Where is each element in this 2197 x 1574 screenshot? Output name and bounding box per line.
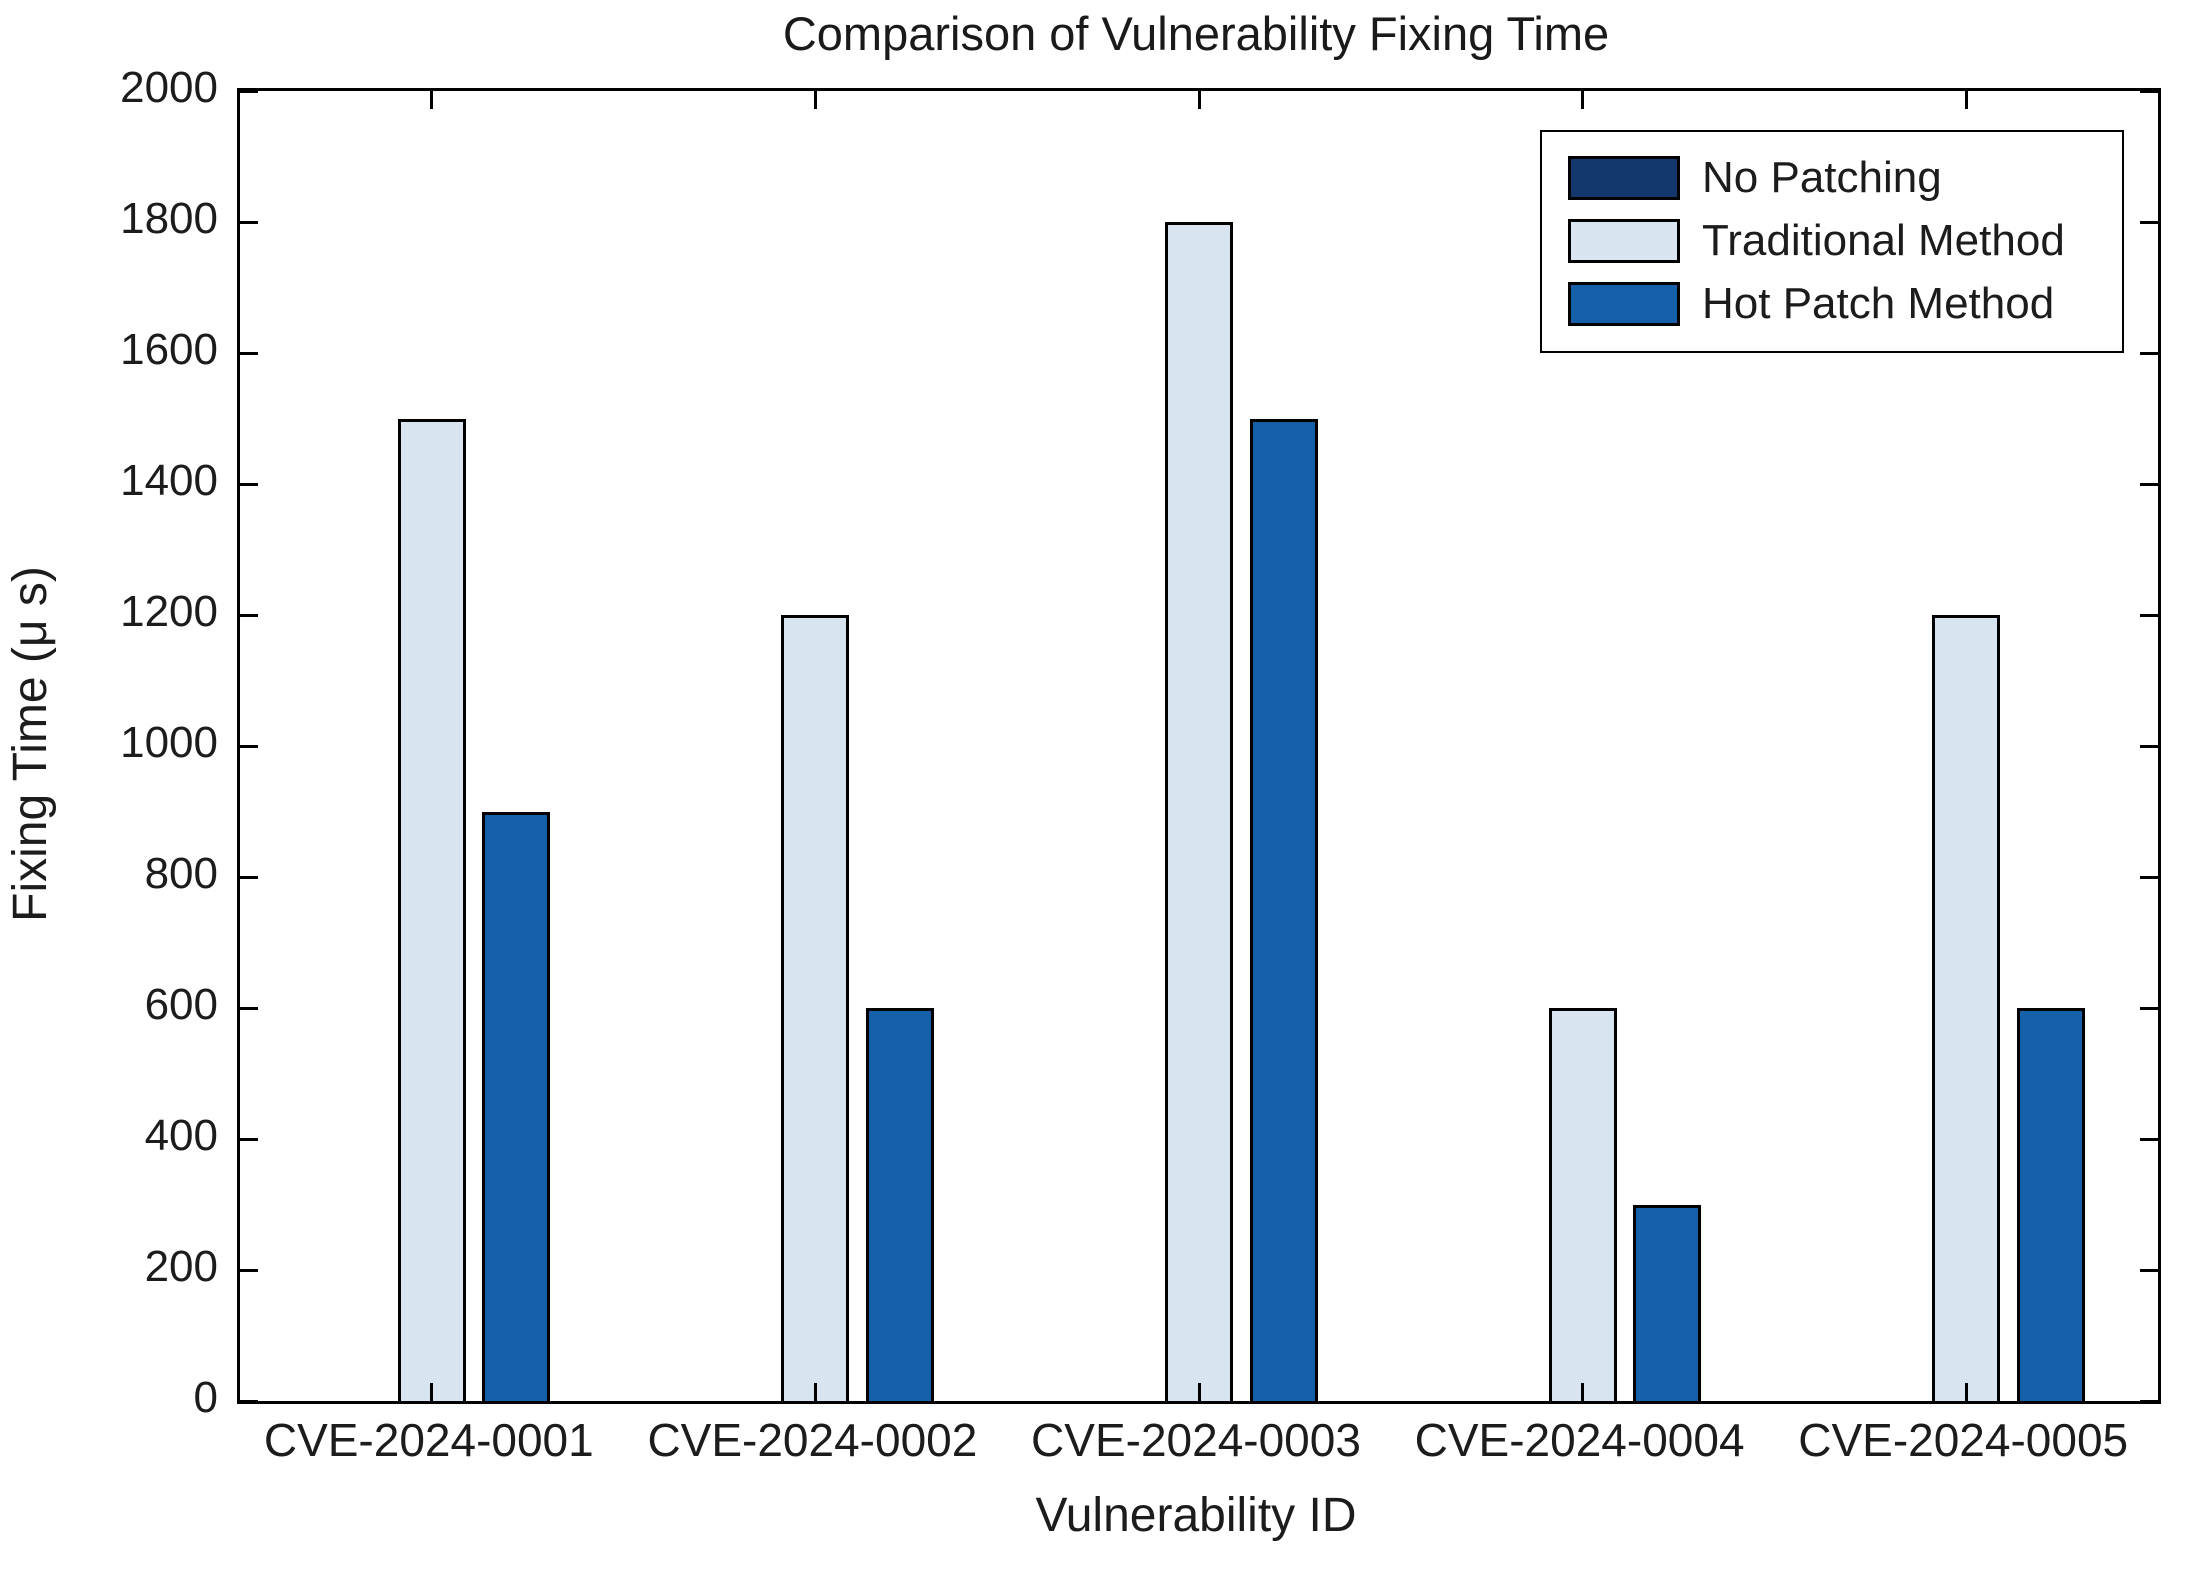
y-tick-label: 1000 (120, 718, 218, 767)
y-tick-label: 400 (144, 1111, 218, 1160)
x-tick-label: CVE-2024-0002 (647, 1414, 978, 1466)
legend-swatch-no-patching (1568, 155, 1680, 200)
y-tick-label: 1400 (120, 456, 218, 505)
y-tick-mark-right (2140, 482, 2158, 486)
bar-hot-patch-method-CVE-2024-0003 (1249, 418, 1318, 1401)
bar-hot-patch-method-CVE-2024-0001 (482, 811, 551, 1401)
y-axis-label: Fixing Time (μ s) (4, 566, 57, 922)
y-tick-mark-right (2140, 1399, 2158, 1403)
x-tick-label: CVE-2024-0004 (1414, 1414, 1745, 1466)
y-tick-label: 2000 (120, 63, 218, 112)
x-axis-label: Vulnerability ID (1035, 1489, 1357, 1542)
x-tick-mark-bottom (813, 1383, 817, 1401)
x-tick-mark-bottom (430, 1383, 434, 1401)
y-tick-label: 200 (144, 1242, 218, 1291)
y-tick-mark-left (240, 1006, 258, 1010)
y-tick-mark-left (240, 1399, 258, 1403)
x-tick-label: CVE-2024-0005 (1798, 1414, 2129, 1466)
y-tick-mark-right (2140, 613, 2158, 617)
bar-traditional-method-CVE-2024-0002 (781, 615, 850, 1401)
legend-label-traditional-method: Traditional Method (1702, 215, 2065, 265)
y-tick-mark-right (2140, 875, 2158, 879)
y-tick-mark-left (240, 1137, 258, 1141)
y-tick-mark-left (240, 482, 258, 486)
y-tick-label: 1200 (120, 587, 218, 636)
y-tick-mark-right (2140, 1137, 2158, 1141)
y-tick-mark-left (240, 744, 258, 748)
y-tick-mark-right (2140, 351, 2158, 355)
legend-item-hot-patch-method: Hot Patch Method (1542, 272, 2122, 335)
bar-traditional-method-CVE-2024-0003 (1165, 222, 1233, 1401)
bar-hot-patch-method-CVE-2024-0005 (2016, 1008, 2085, 1401)
x-tick-mark-bottom (1197, 1383, 1201, 1401)
legend: No Patching Traditional Method Hot Patch M… (1540, 130, 2124, 353)
y-tick-mark-right (2140, 1268, 2158, 1272)
y-tick-mark-left (240, 89, 258, 93)
y-tick-mark-left (240, 220, 258, 224)
y-tick-mark-right (2140, 744, 2158, 748)
y-tick-label: 1800 (120, 194, 218, 243)
y-tick-mark-right (2140, 220, 2158, 224)
x-tick-mark-top (1197, 91, 1201, 109)
x-tick-mark-top (813, 91, 817, 109)
legend-label-no-patching: No Patching (1702, 152, 1942, 202)
y-tick-label: 600 (144, 980, 218, 1029)
y-tick-mark-right (2140, 89, 2158, 93)
bar-traditional-method-CVE-2024-0001 (397, 418, 466, 1401)
bar-hot-patch-method-CVE-2024-0004 (1633, 1204, 1702, 1401)
legend-swatch-hot-patch-method (1568, 281, 1680, 326)
y-tick-mark-left (240, 1268, 258, 1272)
x-tick-mark-top (430, 91, 434, 109)
y-tick-mark-left (240, 875, 258, 879)
y-tick-mark-left (240, 351, 258, 355)
chart-title: Comparison of Vulnerability Fixing Time (782, 7, 1610, 60)
legend-swatch-traditional-method (1568, 218, 1680, 263)
legend-item-no-patching: No Patching (1542, 146, 2122, 209)
legend-rows: No Patching Traditional Method Hot Patch M… (1542, 146, 2122, 335)
x-tick-mark-bottom (1581, 1383, 1585, 1401)
y-tick-label: 800 (144, 849, 218, 898)
y-tick-mark-left (240, 613, 258, 617)
bar-traditional-method-CVE-2024-0005 (1932, 615, 2001, 1401)
legend-item-traditional-method: Traditional Method (1542, 209, 2122, 272)
bar-hot-patch-method-CVE-2024-0002 (865, 1008, 934, 1401)
x-tick-label: CVE-2024-0001 (263, 1414, 594, 1466)
y-tick-mark-right (2140, 1006, 2158, 1010)
y-tick-label: 0 (193, 1373, 218, 1422)
bar-traditional-method-CVE-2024-0004 (1548, 1008, 1617, 1401)
x-tick-mark-top (1964, 91, 1968, 109)
x-tick-mark-top (1581, 91, 1585, 109)
y-tick-label: 1600 (120, 325, 218, 374)
legend-label-hot-patch-method: Hot Patch Method (1702, 278, 2055, 328)
x-tick-label: CVE-2024-0003 (1031, 1414, 1361, 1466)
x-tick-mark-bottom (1964, 1383, 1968, 1401)
